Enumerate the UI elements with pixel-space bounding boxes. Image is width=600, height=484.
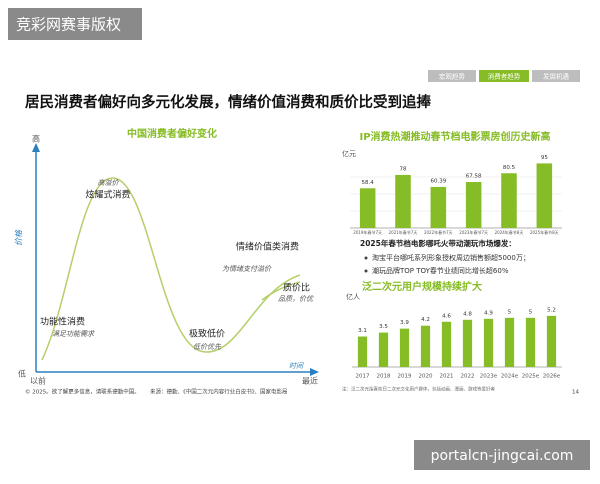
data-label: 4.2 bbox=[421, 317, 430, 323]
data-label: 5.2 bbox=[547, 307, 556, 313]
x-tick-label: 2022年春节7天 bbox=[424, 229, 453, 235]
tab[interactable] bbox=[479, 70, 529, 82]
data-label: 67.58 bbox=[466, 174, 482, 180]
axis-high: 高 bbox=[32, 134, 40, 144]
bar bbox=[525, 317, 536, 367]
bar bbox=[378, 332, 389, 367]
x-tick-label: 2025年春节8天 bbox=[530, 229, 559, 235]
data-label: 5 bbox=[529, 309, 533, 315]
watermark-box bbox=[8, 8, 142, 40]
x-tick-label: 2020 bbox=[419, 374, 433, 380]
footer: © 2025。欲了解更多信息，请联系德勤中国。 bbox=[25, 388, 140, 396]
bar bbox=[483, 318, 494, 367]
x-tick-label: 2022 bbox=[461, 374, 475, 380]
tab-label[interactable]: 发展机遇 bbox=[543, 72, 570, 81]
watermark: 竞彩网赛事版权 bbox=[16, 16, 121, 34]
stage-label: 情绪价值类消费 bbox=[236, 241, 299, 253]
bullet-dot bbox=[364, 256, 368, 260]
stage-label: 功能性消费 bbox=[40, 316, 85, 328]
data-label: 80.5 bbox=[503, 165, 516, 171]
data-label: 78 bbox=[400, 166, 407, 172]
data-label: 95 bbox=[541, 155, 548, 161]
bullet-heading: 2025年春节档电影哪吒火带动潮玩市场爆发： bbox=[360, 238, 516, 248]
x-tick-label: 2025e bbox=[522, 374, 540, 380]
x-tick-label: 2026e bbox=[543, 374, 561, 380]
bar bbox=[357, 336, 368, 367]
x-tick-label: 2023e bbox=[480, 374, 498, 380]
tab[interactable] bbox=[532, 70, 580, 82]
stage-note: 品质，价优 bbox=[278, 295, 314, 303]
bar bbox=[395, 174, 411, 228]
tab[interactable] bbox=[428, 70, 476, 82]
x-tick-label: 2024年春节8天 bbox=[495, 229, 524, 235]
source: 来源：德勤、《中国二次元内容行业白皮书》、国家电影局 bbox=[150, 388, 288, 396]
axis-low: 低 bbox=[18, 369, 26, 379]
bar bbox=[536, 163, 553, 228]
bar bbox=[546, 315, 557, 367]
x-axis-label: 时间 bbox=[289, 362, 304, 370]
chart-title: 中国消费者偏好变化 bbox=[127, 127, 217, 140]
bar bbox=[430, 186, 447, 228]
chart-title: 泛二次元用户规模持续扩大 bbox=[362, 280, 482, 293]
stage-note: 为情绪支付溢价 bbox=[222, 265, 272, 273]
stage-note: 高溢价 bbox=[98, 179, 120, 187]
x-end: 最近 bbox=[302, 376, 318, 386]
data-label: 4.6 bbox=[442, 313, 451, 319]
bar bbox=[420, 325, 431, 367]
bullet-dot bbox=[364, 269, 368, 273]
x-tick-label: 2021年春节7天 bbox=[389, 229, 418, 235]
x-start: 以前 bbox=[30, 376, 46, 386]
data-label: 3.1 bbox=[358, 328, 367, 334]
bar bbox=[504, 317, 515, 367]
preference-curve bbox=[41, 177, 301, 361]
x-tick-label: 2023年春节7天 bbox=[459, 229, 488, 235]
page-number: 14 bbox=[572, 390, 579, 396]
y-arrow bbox=[32, 143, 40, 152]
stage-label: 炫耀式消费 bbox=[85, 189, 130, 201]
x-tick-label: 2024e bbox=[501, 374, 519, 380]
bar bbox=[441, 321, 452, 367]
data-label: 60.39 bbox=[430, 178, 446, 184]
preference-curve-branch bbox=[261, 281, 301, 301]
tab-label[interactable]: 宏观趋势 bbox=[439, 72, 466, 81]
watermark-box bbox=[414, 440, 590, 470]
x-tick-label: 2019年春节7天 bbox=[353, 229, 382, 235]
bar bbox=[462, 319, 473, 367]
data-label: 4.8 bbox=[463, 311, 472, 317]
bar bbox=[501, 173, 517, 228]
tab-label[interactable]: 消费者趋势 bbox=[488, 72, 521, 81]
data-label: 3.9 bbox=[400, 320, 409, 326]
bullet-item: 潮玩品牌TOP TOY春节业绩同比增长超60% bbox=[372, 266, 509, 275]
stage-label: 极致低价 bbox=[189, 328, 225, 340]
data-label: 4.9 bbox=[484, 310, 493, 316]
watermark: portalcn-jingcai.com bbox=[431, 448, 574, 464]
chart-title: IP消费热潮推动春节档电影票房创历史新高 bbox=[359, 130, 550, 143]
y-axis-label: 价格 bbox=[15, 229, 24, 246]
data-label: 5 bbox=[508, 309, 512, 315]
x-arrow bbox=[310, 368, 319, 376]
unit-label: 亿人 bbox=[346, 292, 360, 301]
bar bbox=[399, 328, 410, 367]
stage-note: 低价优先 bbox=[193, 343, 222, 351]
stage-note: 满足功能需求 bbox=[52, 330, 95, 338]
x-tick-label: 2018 bbox=[377, 374, 391, 380]
data-label: 3.5 bbox=[379, 324, 388, 330]
bullet-item: 淘宝平台哪吒系列形象授权周边销售额超5000万； bbox=[372, 253, 530, 262]
x-tick-label: 2021 bbox=[440, 374, 454, 380]
stage-label: 质价比 bbox=[283, 282, 310, 294]
unit-label: 亿元 bbox=[342, 149, 356, 158]
slide-title: 居民消费者偏好向多元化发展，情绪价值消费和质价比受到追捧 bbox=[25, 93, 431, 111]
x-tick-label: 2017 bbox=[356, 374, 370, 380]
x-tick-label: 2019 bbox=[398, 374, 412, 380]
data-label: 58.4 bbox=[362, 180, 375, 186]
footnote: 注：泛二次元指喜欢日二次元文化用户群体，包括动画、漫画、游戏等爱好者 bbox=[342, 386, 495, 393]
bar bbox=[465, 182, 482, 228]
bar bbox=[359, 188, 376, 228]
